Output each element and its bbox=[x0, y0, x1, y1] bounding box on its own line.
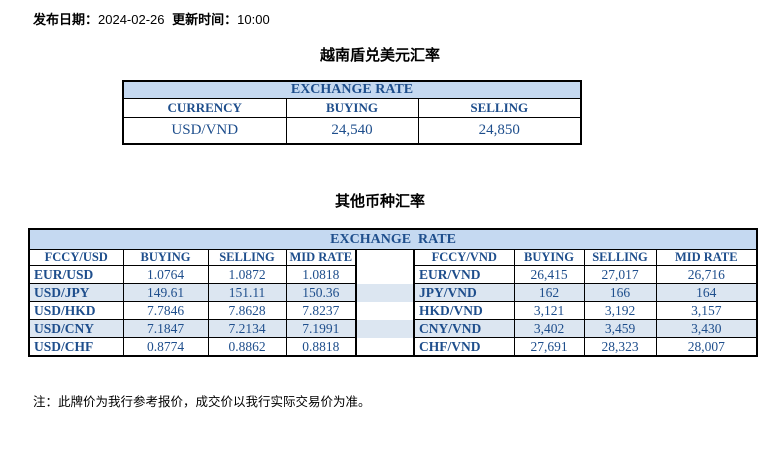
buying-usd-cell: 1.0764 bbox=[122, 265, 209, 284]
buying-vnd-cell: 162 bbox=[513, 283, 585, 302]
buying-vnd-cell: 27,691 bbox=[513, 337, 585, 357]
other-currencies-rate-table: EXCHANGE RATE FCCY/USD BUYING SELLING MI… bbox=[28, 228, 759, 357]
publish-date-value: 2024-02-26 bbox=[98, 12, 165, 27]
table1-currency-cell: USD/VND bbox=[122, 117, 287, 145]
table-row: USD/CNY 7.1847 7.2134 7.1991 CNY/VND 3,4… bbox=[28, 319, 758, 338]
table2-col-fccy-usd: FCCY/USD bbox=[28, 249, 124, 266]
midrate-usd-cell: 7.1991 bbox=[285, 319, 357, 338]
selling-vnd-cell: 3,192 bbox=[583, 301, 657, 320]
midrate-vnd-cell: 26,716 bbox=[655, 265, 758, 284]
table1-buying-cell: 24,540 bbox=[285, 117, 419, 145]
table1-col-currency: CURRENCY bbox=[122, 98, 287, 118]
table-row: USD/VND 24,540 24,850 bbox=[122, 117, 582, 145]
disclaimer-note: 注：此牌价为我行参考报价，成交价以我行实际交易价为准。 bbox=[33, 395, 371, 409]
pair-vnd-cell: JPY/VND bbox=[413, 283, 515, 302]
table-row: USD/JPY 149.61 151.11 150.36 JPY/VND 162… bbox=[28, 283, 758, 302]
table2-banner: EXCHANGE RATE bbox=[28, 228, 758, 250]
publish-date-label: 发布日期： bbox=[33, 12, 99, 27]
selling-usd-cell: 7.8628 bbox=[207, 301, 287, 320]
midrate-vnd-cell: 28,007 bbox=[655, 337, 758, 357]
midrate-usd-cell: 150.36 bbox=[285, 283, 357, 302]
pair-vnd-cell: CNY/VND bbox=[413, 319, 515, 338]
table1-col-selling: SELLING bbox=[417, 98, 582, 118]
buying-vnd-cell: 3,121 bbox=[513, 301, 585, 320]
buying-usd-cell: 7.1847 bbox=[122, 319, 209, 338]
buying-usd-cell: 0.8774 bbox=[122, 337, 209, 357]
update-time-value: 10:00 bbox=[237, 12, 270, 27]
table2-col-buying-usd: BUYING bbox=[122, 249, 209, 266]
buying-vnd-cell: 26,415 bbox=[513, 265, 585, 284]
selling-vnd-cell: 3,459 bbox=[583, 319, 657, 338]
section-title-other-currencies: 其他币种汇率 bbox=[334, 193, 425, 210]
midrate-vnd-cell: 3,157 bbox=[655, 301, 758, 320]
update-time-label: 更新时间： bbox=[172, 12, 238, 27]
midrate-usd-cell: 0.8818 bbox=[285, 337, 357, 357]
selling-usd-cell: 151.11 bbox=[207, 283, 287, 302]
pair-vnd-cell: EUR/VND bbox=[413, 265, 515, 284]
gap-cell bbox=[355, 319, 415, 338]
gap-cell bbox=[355, 283, 415, 302]
midrate-vnd-cell: 164 bbox=[655, 283, 758, 302]
pair-usd-cell: USD/CHF bbox=[28, 337, 124, 357]
table2-col-midrate-vnd: MID RATE bbox=[655, 249, 758, 266]
table-row: USD/CHF 0.8774 0.8862 0.8818 CHF/VND 27,… bbox=[28, 337, 758, 357]
midrate-vnd-cell: 3,430 bbox=[655, 319, 758, 338]
table2-gap-header bbox=[355, 249, 415, 266]
selling-usd-cell: 1.0872 bbox=[207, 265, 287, 284]
pair-vnd-cell: HKD/VND bbox=[413, 301, 515, 320]
table1-banner: EXCHANGE RATE bbox=[122, 80, 582, 99]
buying-usd-cell: 149.61 bbox=[122, 283, 209, 302]
gap-cell bbox=[355, 337, 415, 356]
gap-cell bbox=[355, 265, 415, 284]
selling-usd-cell: 0.8862 bbox=[207, 337, 287, 357]
table2-col-buying-vnd: BUYING bbox=[513, 249, 585, 266]
buying-usd-cell: 7.7846 bbox=[122, 301, 209, 320]
buying-vnd-cell: 3,402 bbox=[513, 319, 585, 338]
table2-col-selling-vnd: SELLING bbox=[583, 249, 657, 266]
section-title-usd-vnd: 越南盾兑美元汇率 bbox=[319, 47, 440, 64]
usd-vnd-rate-table: EXCHANGE RATE CURRENCY BUYING SELLING US… bbox=[122, 80, 582, 145]
pair-usd-cell: USD/JPY bbox=[28, 283, 124, 302]
table-row: EUR/USD 1.0764 1.0872 1.0818 EUR/VND 26,… bbox=[28, 265, 758, 284]
midrate-usd-cell: 7.8237 bbox=[285, 301, 357, 320]
gap-cell bbox=[355, 301, 415, 320]
publish-update-line: 发布日期：2024-02-26 更新时间：10:00 bbox=[33, 12, 274, 28]
pair-usd-cell: USD/CNY bbox=[28, 319, 124, 338]
table-row: USD/HKD 7.7846 7.8628 7.8237 HKD/VND 3,1… bbox=[28, 301, 758, 320]
pair-vnd-cell: CHF/VND bbox=[413, 337, 515, 357]
pair-usd-cell: EUR/USD bbox=[28, 265, 124, 284]
selling-usd-cell: 7.2134 bbox=[207, 319, 287, 338]
table1-selling-cell: 24,850 bbox=[417, 117, 582, 145]
selling-vnd-cell: 166 bbox=[583, 283, 657, 302]
pair-usd-cell: USD/HKD bbox=[28, 301, 124, 320]
table1-col-buying: BUYING bbox=[285, 98, 419, 118]
table2-col-midrate-usd: MID RATE bbox=[285, 249, 357, 266]
table2-col-selling-usd: SELLING bbox=[207, 249, 287, 266]
table2-col-fccy-vnd: FCCY/VND bbox=[413, 249, 515, 266]
selling-vnd-cell: 28,323 bbox=[583, 337, 657, 357]
midrate-usd-cell: 1.0818 bbox=[285, 265, 357, 284]
selling-vnd-cell: 27,017 bbox=[583, 265, 657, 284]
